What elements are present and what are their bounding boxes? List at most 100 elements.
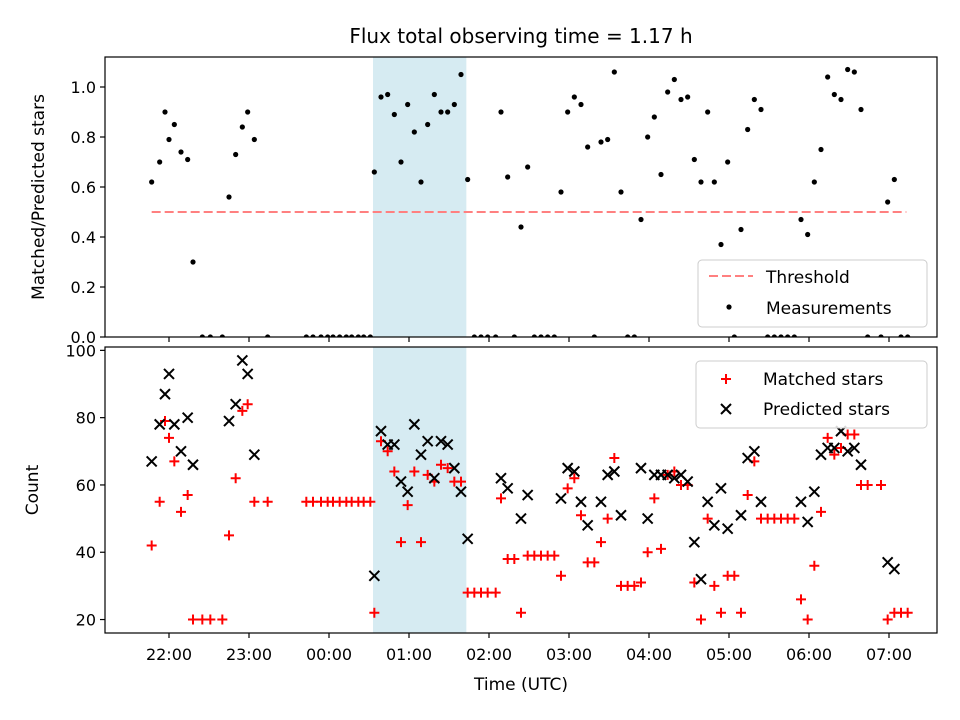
bottom-matched-point — [389, 466, 400, 477]
bottom-predicted-point — [801, 516, 814, 528]
bottom-predicted-point — [145, 455, 158, 468]
bottom-predicted-point — [388, 438, 401, 451]
bottom-predicted-point — [635, 462, 647, 474]
top-measurement-point — [565, 109, 571, 115]
top-measurement-point — [226, 194, 232, 200]
top-measurement-point — [411, 129, 417, 135]
top-measurement-point — [651, 114, 657, 120]
top-measurement-point — [705, 109, 711, 115]
bottom-matched-point — [642, 547, 653, 558]
bottom-matched-point — [562, 483, 573, 494]
bottom-axes-frame — [104, 346, 938, 634]
legend-measurements-label: Measurements — [766, 299, 892, 319]
top-measurement-point — [878, 334, 884, 337]
bottom-matched-point — [789, 513, 800, 524]
bottom-predicted-point — [568, 465, 581, 478]
top-measurement-point — [805, 231, 811, 238]
bottom-predicted-point — [575, 496, 587, 508]
top-y-tick-label: 0.4 — [71, 228, 96, 247]
bottom-predicted-point — [581, 519, 594, 532]
bottom-matched-point — [164, 432, 174, 443]
bottom-predicted-point — [841, 445, 854, 458]
top-measurement-point — [851, 69, 857, 75]
bottom-matched-point — [862, 479, 873, 490]
top-measurement-point — [838, 96, 844, 103]
bottom-matched-point — [816, 506, 826, 517]
top-y-tick-label: 1.0 — [71, 78, 96, 97]
top-measurement-point — [398, 159, 404, 165]
bottom-y-tick-label: 100 — [65, 341, 96, 360]
top-measurement-point — [731, 334, 737, 337]
bottom-predicted-point — [701, 496, 714, 508]
top-measurement-point — [343, 334, 349, 337]
bottom-matched-point — [549, 550, 560, 561]
legend-predicted-swatch — [720, 403, 732, 415]
bottom-panel: 20 40 60 80 100 22:00 23:00 00:00 01:00 02:00 03:0… — [65, 341, 938, 664]
bottom-x-tick-label: 23:00 — [226, 645, 272, 664]
top-measurement-point — [685, 94, 691, 100]
top-measurement-point — [885, 199, 891, 205]
bottom-matched-point — [742, 490, 753, 501]
top-measurement-point — [378, 94, 384, 100]
bottom-matched-point — [242, 399, 253, 410]
bottom-matched-point — [569, 473, 580, 484]
bottom-matched-point — [629, 580, 640, 591]
top-measurement-point — [162, 109, 168, 115]
bottom-predicted-point — [828, 442, 841, 454]
top-measurement-point — [571, 94, 577, 100]
bottom-legend — [695, 360, 928, 429]
bottom-predicted-point — [735, 509, 747, 521]
bottom-predicted-point — [236, 354, 249, 367]
bottom-predicted-point — [661, 469, 674, 481]
bottom-predicted-point — [708, 519, 721, 532]
top-measurement-point — [355, 334, 361, 337]
bottom-matched-point — [702, 513, 713, 524]
top-measurement-point — [233, 151, 239, 158]
top-measurement-point — [905, 334, 911, 337]
bottom-predicted-point — [401, 485, 414, 498]
bottom-matched-point — [230, 473, 241, 484]
bottom-predicted-point — [159, 388, 171, 400]
top-measurement-point — [611, 69, 617, 75]
bottom-predicted-point — [501, 482, 514, 495]
top-measurement-point — [318, 334, 324, 337]
bottom-matched-point — [369, 607, 380, 618]
top-measurement-point — [245, 109, 251, 115]
bottom-x-tick-label: 04:00 — [626, 645, 672, 664]
top-measurement-point — [865, 334, 871, 337]
top-measurement-point — [858, 106, 864, 113]
bottom-x-tick-label: 00:00 — [306, 645, 352, 664]
top-measurement-point — [385, 91, 391, 98]
bottom-predicted-point — [153, 418, 166, 431]
bottom-predicted-point — [748, 445, 761, 458]
legend-predicted-label: Predicted stars — [763, 400, 890, 420]
bottom-predicted-point — [168, 418, 181, 431]
top-measurement-point — [511, 334, 517, 337]
top-measurement-point — [465, 176, 471, 183]
top-measurement-point — [525, 164, 531, 170]
top-measurement-point — [431, 91, 437, 98]
top-measurement-point — [207, 334, 213, 337]
bottom-matched-point — [596, 537, 606, 548]
bottom-matched-point — [416, 537, 426, 548]
top-measurement-point — [505, 174, 511, 180]
bottom-series-predicted-stars — [145, 354, 901, 585]
bottom-matched-point — [656, 543, 666, 554]
top-measurement-point — [751, 96, 757, 103]
top-measurement-point — [219, 334, 225, 337]
bottom-matched-point — [169, 456, 180, 467]
bottom-x-tick-label: 01:00 — [386, 645, 432, 664]
bottom-observing-window — [373, 347, 467, 633]
bottom-matched-point — [205, 614, 216, 625]
bottom-x-tick-label: 03:00 — [546, 645, 592, 664]
bottom-matched-point — [589, 557, 600, 568]
bottom-matched-point — [822, 432, 833, 443]
legend-matched-label: Matched stars — [763, 370, 883, 390]
bottom-y-tick-label: 40 — [76, 543, 96, 562]
top-measurement-point — [190, 259, 196, 265]
top-measurement-point — [618, 189, 624, 195]
bottom-matched-point — [736, 607, 746, 618]
top-measurement-point — [638, 216, 644, 223]
bottom-x-tick-label: 06:00 — [786, 645, 832, 664]
